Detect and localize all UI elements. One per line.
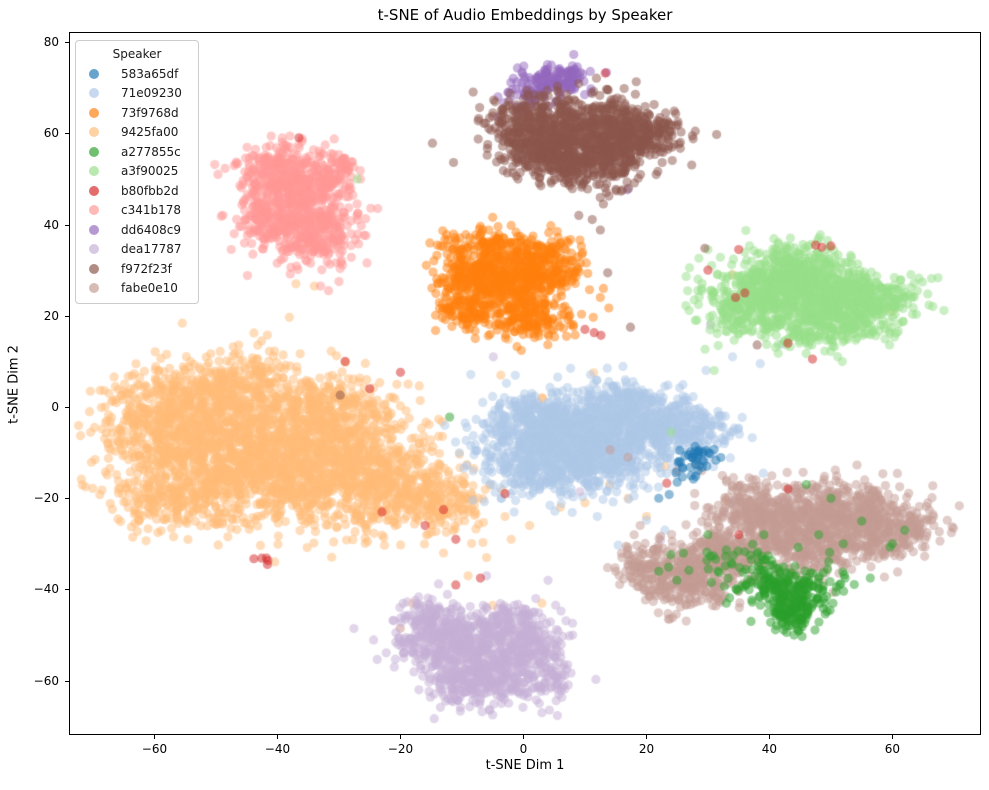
- legend-swatch-icon: [89, 205, 99, 216]
- legend-swatch-icon: [89, 146, 99, 157]
- x-tick-label: −40: [264, 742, 291, 756]
- legend-swatch-icon: [89, 88, 99, 99]
- legend-item-label: fabe0e10: [121, 281, 178, 296]
- y-tick-label: −20: [33, 491, 59, 506]
- x-tick-label: 60: [884, 742, 901, 756]
- legend-item-label: 71e09230: [121, 86, 182, 101]
- legend-item: c341b178: [76, 201, 198, 221]
- legend-item-label: b80fbb2d: [121, 183, 179, 198]
- legend-item: 583a65df: [76, 64, 198, 84]
- y-tick-mark: [65, 42, 69, 44]
- legend-swatch-icon: [89, 244, 99, 255]
- legend-item-label: a3f90025: [121, 164, 179, 179]
- x-tick-mark: [892, 735, 894, 739]
- legend-item: a3f90025: [76, 162, 198, 182]
- legend-swatch-icon: [89, 283, 99, 294]
- y-tick-mark: [65, 224, 69, 226]
- x-tick-mark: [277, 735, 279, 739]
- x-tick-mark: [400, 735, 402, 739]
- legend-items: 583a65df 71e09230 73f9768d 9425fa00 a277855c…: [76, 64, 198, 298]
- x-axis-label: t-SNE Dim 1: [485, 758, 565, 773]
- y-tick-label: 0: [51, 399, 59, 414]
- legend-swatch-icon: [89, 68, 99, 79]
- x-tick-mark: [523, 735, 525, 739]
- x-tick-label: 40: [761, 742, 778, 756]
- y-tick-label: 80: [43, 35, 59, 50]
- legend-item-label: 9425fa00: [121, 125, 179, 140]
- legend-item: fabe0e10: [76, 279, 198, 299]
- y-tick-mark: [65, 589, 69, 591]
- x-tick-label: −60: [141, 742, 168, 756]
- x-tick-mark: [154, 735, 156, 739]
- y-tick-label: 40: [43, 217, 59, 232]
- legend-item-label: f972f23f: [121, 261, 172, 276]
- legend-swatch-icon: [89, 107, 99, 118]
- y-tick-label: 60: [43, 126, 59, 141]
- legend-item: a277855c: [76, 142, 198, 162]
- legend-item-label: a277855c: [121, 144, 181, 159]
- y-tick-mark: [65, 406, 69, 408]
- x-tick-label: 20: [638, 742, 655, 756]
- axes-border: [69, 32, 981, 735]
- y-tick-mark: [65, 315, 69, 317]
- x-tick-mark: [769, 735, 771, 739]
- legend: Speaker 583a65df 71e09230 73f9768d 9425fa00…: [75, 40, 199, 304]
- legend-swatch-icon: [89, 166, 99, 177]
- legend-title: Speaker: [112, 47, 162, 61]
- legend-swatch-icon: [89, 263, 99, 274]
- legend-item: f972f23f: [76, 259, 198, 279]
- y-tick-label: −60: [33, 673, 59, 688]
- y-tick-label: −40: [33, 582, 59, 597]
- legend-item: 71e09230: [76, 84, 198, 104]
- y-tick-label: 20: [43, 308, 59, 323]
- legend-item: dea17787: [76, 240, 198, 260]
- x-tick-label: 0: [519, 742, 528, 756]
- legend-swatch-icon: [89, 127, 99, 138]
- legend-item: dd6408c9: [76, 220, 198, 240]
- legend-item-label: c341b178: [121, 203, 182, 218]
- x-tick-mark: [646, 735, 648, 739]
- chart-title: t-SNE of Audio Embeddings by Speaker: [377, 6, 673, 24]
- legend-item: 73f9768d: [76, 103, 198, 123]
- legend-item: b80fbb2d: [76, 181, 198, 201]
- y-axis-label: t-SNE Dim 2: [6, 345, 22, 424]
- legend-swatch-icon: [89, 224, 99, 235]
- legend-swatch-icon: [89, 185, 99, 196]
- y-tick-mark: [65, 498, 69, 500]
- legend-item-label: 73f9768d: [121, 105, 179, 120]
- legend-item-label: 583a65df: [121, 66, 179, 81]
- legend-item: 9425fa00: [76, 123, 198, 143]
- x-tick-label: −20: [387, 742, 414, 756]
- legend-item-label: dd6408c9: [121, 222, 182, 237]
- legend-item-label: dea17787: [121, 242, 182, 257]
- y-tick-mark: [65, 680, 69, 682]
- y-tick-mark: [65, 133, 69, 135]
